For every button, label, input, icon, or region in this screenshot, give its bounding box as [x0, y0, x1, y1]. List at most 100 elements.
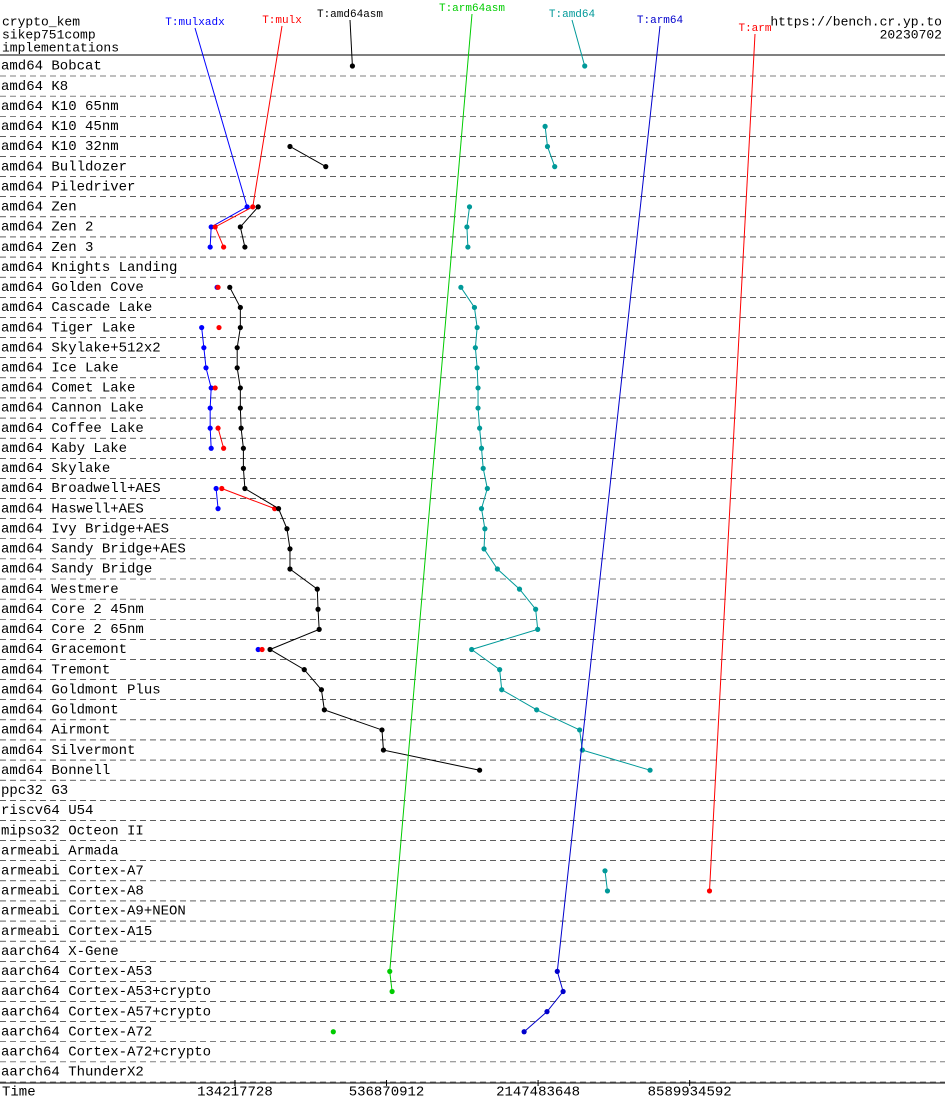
row-label: amd64 Knights Landing	[1, 260, 177, 276]
row-label: aarch64 Cortex-A72	[1, 1024, 152, 1040]
x-tick-label: 134217728	[197, 1085, 273, 1101]
url: https://bench.cr.yp.to	[770, 14, 942, 29]
series-line	[460, 287, 651, 771]
x-axis-label: Time	[2, 1085, 36, 1101]
data-point	[480, 465, 486, 471]
data-point	[237, 405, 243, 411]
data-point	[250, 204, 256, 210]
data-point	[318, 687, 325, 693]
row-label: amd64 Goldmont Plus	[1, 682, 161, 698]
data-point	[301, 667, 307, 673]
data-point	[237, 304, 243, 311]
row-label: aarch64 ThunderX2	[1, 1065, 144, 1081]
data-point	[237, 385, 243, 391]
data-point	[387, 968, 393, 975]
data-point	[316, 626, 322, 632]
row-label: amd64 Gracemont	[1, 642, 127, 658]
data-point	[478, 445, 485, 451]
series-line	[214, 206, 254, 248]
row-label: amd64 Sandy Bridge	[1, 562, 152, 578]
data-point	[240, 465, 246, 471]
row-label: amd64 Core 2 65nm	[1, 622, 144, 638]
row-label: amd64 Airmont	[1, 723, 110, 739]
x-tick-label: 2147483648	[496, 1085, 580, 1101]
data-point	[244, 204, 250, 210]
data-point	[208, 224, 214, 230]
series-line	[217, 428, 225, 449]
data-point	[208, 445, 214, 451]
data-point	[475, 385, 481, 391]
data-point	[242, 244, 248, 250]
data-point	[533, 606, 539, 612]
data-point	[579, 747, 585, 753]
legend-connector	[389, 13, 473, 972]
data-point	[323, 164, 329, 170]
row-label: amd64 Tiger Lake	[1, 320, 135, 336]
row-label: amd64 Zen 2	[1, 220, 93, 236]
row-label: armeabi Cortex-A9+NEON	[1, 904, 186, 920]
row-label: mipso32 Octeon II	[1, 823, 144, 839]
row-label: amd64 Broadwell+AES	[1, 481, 161, 497]
data-point	[349, 63, 356, 69]
row-label: amd64 Skylake+512x2	[1, 340, 161, 356]
data-point	[321, 707, 327, 713]
row-label: amd64 K10 65nm	[1, 99, 119, 115]
row-label: amd64 Westmere	[1, 582, 119, 598]
row-label: amd64 Ivy Bridge+AES	[1, 521, 169, 537]
row-label: amd64 Skylake	[1, 461, 110, 477]
row-label: armeabi Cortex-A8	[1, 884, 144, 900]
data-point	[474, 324, 480, 331]
row-label: amd64 Cannon Lake	[1, 401, 144, 417]
row-label: aarch64 X-Gene	[1, 944, 119, 960]
data-point	[207, 405, 213, 411]
data-point	[238, 425, 244, 431]
data-point	[284, 526, 290, 532]
row-label: amd64 Coffee Lake	[1, 421, 144, 437]
series-line	[604, 870, 608, 891]
data-point	[287, 143, 293, 150]
series-line	[389, 971, 393, 992]
legend-label: T:mulx	[262, 15, 302, 27]
data-point	[275, 506, 282, 512]
legend-label: T:arm64asm	[439, 3, 505, 15]
data-point	[478, 506, 485, 512]
series-line	[289, 146, 327, 168]
data-point	[604, 888, 611, 894]
data-point	[242, 485, 248, 492]
title-line: crypto_kem	[2, 14, 80, 29]
data-point	[560, 988, 566, 995]
data-point	[259, 646, 265, 653]
date: 20230702	[880, 27, 942, 42]
data-point	[237, 324, 243, 331]
title-line: sikep751comp	[2, 27, 96, 42]
data-point	[234, 345, 240, 351]
data-point	[516, 586, 523, 592]
data-point	[255, 204, 261, 210]
title-line: implementations	[2, 40, 119, 55]
legend-label: T:amd64	[549, 9, 596, 21]
data-point	[314, 586, 320, 592]
data-point	[477, 767, 483, 773]
data-point	[221, 244, 227, 250]
row-label: armeabi Cortex-A7	[1, 864, 144, 880]
data-point	[602, 868, 608, 874]
data-point	[494, 566, 500, 572]
data-point	[207, 244, 213, 250]
row-label: amd64 Piledriver	[1, 179, 135, 195]
data-point	[472, 345, 478, 351]
data-point	[213, 485, 219, 492]
data-point	[477, 425, 483, 431]
legend-connector	[194, 27, 248, 207]
data-point	[482, 526, 488, 532]
row-label: amd64 Kaby Lake	[1, 441, 127, 457]
row-label: amd64 Core 2 45nm	[1, 602, 144, 618]
data-point	[203, 365, 209, 371]
data-point	[475, 405, 481, 411]
data-point	[647, 767, 653, 773]
legend-label: T:arm64	[637, 15, 684, 27]
row-label: amd64 Goldmont	[1, 703, 119, 719]
data-point	[465, 244, 471, 250]
row-label: amd64 K10 45nm	[1, 119, 119, 135]
data-point	[208, 385, 214, 391]
